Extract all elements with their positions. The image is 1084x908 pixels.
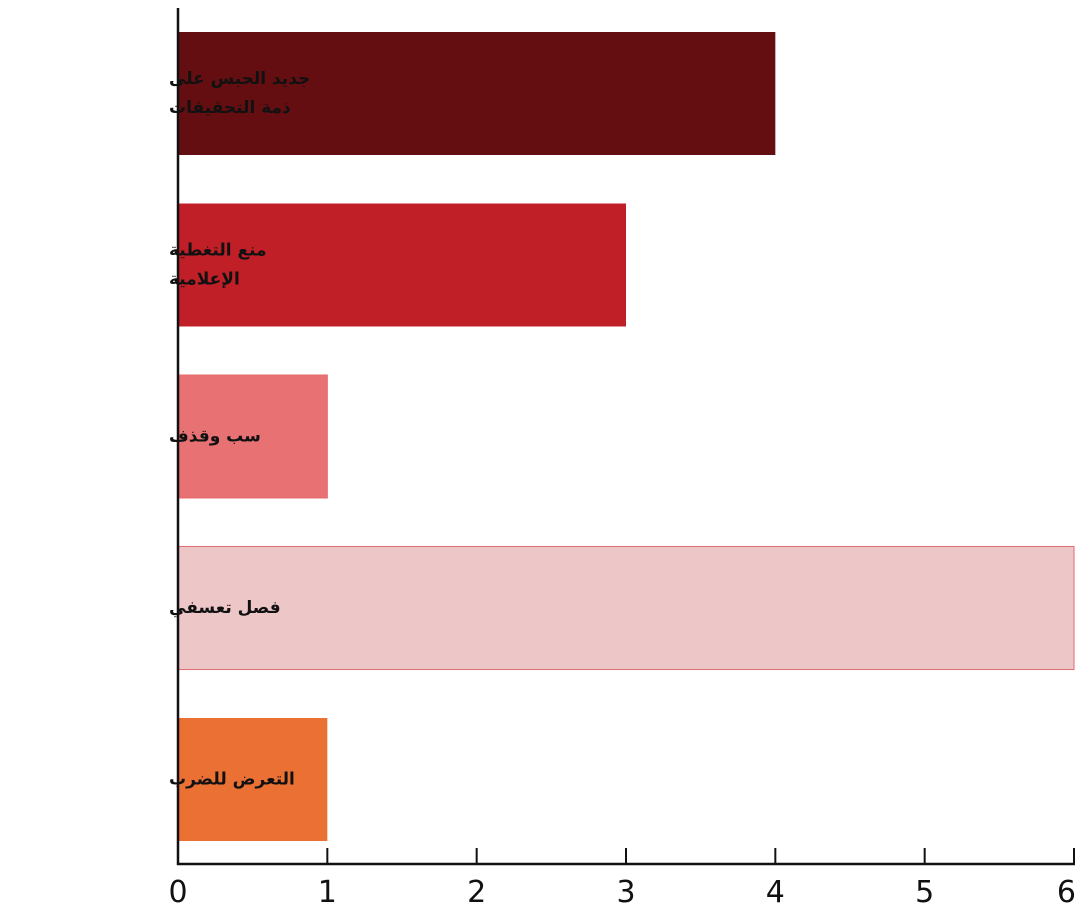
x-tick-label: 6	[1057, 875, 1076, 908]
bar-4	[178, 718, 328, 841]
category-label-line: منع التغطية	[169, 241, 267, 261]
category-label-3: فصل تعسفي	[169, 598, 281, 618]
category-label-line: فصل تعسفي	[169, 598, 281, 618]
bar-0	[178, 32, 776, 155]
x-tick-label: 0	[168, 875, 187, 908]
x-tick-label: 1	[318, 875, 337, 908]
x-tick-label: 5	[915, 875, 934, 908]
category-label-1: منع التغطية الإعلامية	[169, 241, 267, 290]
category-label-2: سب وقذف	[169, 427, 261, 447]
category-label-line: التعرض للضرب	[169, 770, 295, 790]
category-labels: جديد الحبس على ذمة التحقيقات منع التغطية ال…	[169, 69, 310, 790]
x-ticks: 0 1 2 3 4 5 6	[168, 848, 1076, 908]
x-tick-label: 4	[766, 875, 785, 908]
bar-3	[177, 546, 1075, 670]
bar-1	[178, 203, 626, 327]
category-label-0: جديد الحبس على ذمة التحقيقات	[169, 69, 310, 118]
category-label-line: ذمة التحقيقات	[169, 98, 291, 118]
category-label-4: التعرض للضرب	[169, 770, 295, 790]
bar-2	[177, 374, 328, 499]
category-label-line: سب وقذف	[169, 427, 261, 447]
x-tick-label: 2	[467, 875, 486, 908]
category-label-line: جديد الحبس على	[169, 69, 310, 89]
category-label-line: الإعلامية	[169, 270, 240, 290]
bars-layer	[177, 32, 1075, 841]
x-tick-label: 3	[616, 875, 635, 908]
